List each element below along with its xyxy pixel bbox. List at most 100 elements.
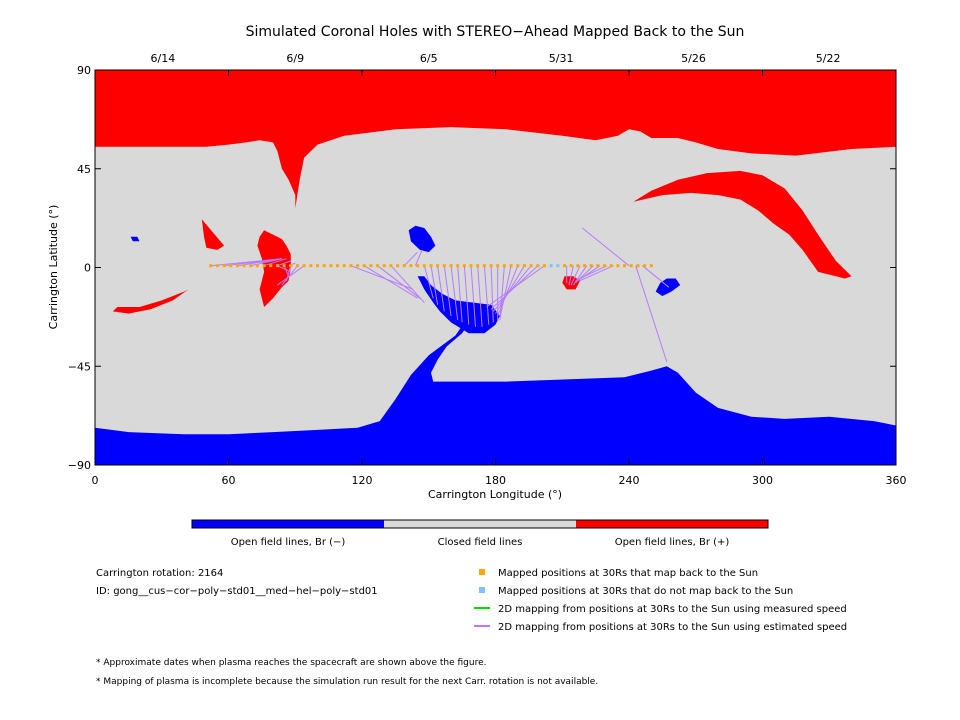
x-tick-label: 120	[352, 474, 373, 487]
x-tick-label: 240	[619, 474, 640, 487]
legend-mapped-marker	[479, 569, 485, 575]
mapped-position-marker	[402, 264, 406, 268]
mapping-line	[575, 265, 608, 282]
mapped-position-marker	[369, 264, 373, 268]
x-tick-label: 300	[752, 474, 773, 487]
mapping-line	[457, 265, 463, 323]
mapped-position-marker	[603, 264, 606, 268]
mapped-position-marker	[589, 264, 593, 268]
mapping-line	[579, 265, 614, 282]
region-negative-blob-center	[408, 225, 436, 253]
mapped-positions	[209, 264, 653, 268]
mapped-position-marker	[249, 264, 253, 268]
mapped-position-marker	[229, 264, 233, 268]
mapping-line	[495, 265, 525, 314]
mapped-position-marker	[389, 264, 393, 268]
legend-mapped-label: Mapped positions at 30Rs that map back t…	[498, 568, 758, 579]
mapped-position-marker	[282, 264, 286, 268]
mapped-position-marker	[469, 264, 473, 268]
mapping-line	[277, 260, 291, 267]
mapped-position-marker	[436, 264, 440, 268]
mapped-position-marker	[275, 264, 279, 268]
colorbar-negative	[192, 520, 384, 528]
mapping-line	[403, 251, 418, 267]
mapped-position-marker	[449, 264, 453, 268]
colorbar-frame	[191, 519, 769, 529]
colorbar-label-positive: Open field lines, Br (+)	[615, 537, 730, 548]
mapped-position-marker	[242, 264, 246, 268]
x-tick-label: 60	[222, 474, 236, 487]
mapped-position-marker	[215, 264, 219, 268]
mapping-lines	[210, 227, 670, 363]
region-positive-blob-mid	[257, 230, 291, 307]
top-date-label: 6/5	[420, 52, 438, 65]
legend-estimated-label: 2D mapping from positions at 30Rs to the…	[498, 622, 847, 633]
mapped-position-marker	[609, 264, 613, 268]
region-north-polar-positive	[95, 70, 896, 209]
mapped-position-marker	[616, 264, 620, 268]
y-tick-label: −90	[68, 459, 91, 472]
mapped-position-marker	[255, 264, 259, 268]
mapped-position-marker	[623, 264, 626, 268]
top-date-label: 6/14	[151, 52, 176, 65]
mapped-position-marker	[429, 264, 433, 268]
mapped-position-marker	[316, 264, 319, 268]
mapped-position-marker	[422, 264, 426, 268]
mapping-line	[443, 265, 452, 316]
mapping-line	[281, 265, 298, 286]
legend-measured-label: 2D mapping from positions at 30Rs to the…	[498, 604, 847, 615]
mapped-position-marker	[502, 264, 506, 268]
mapping-line	[477, 265, 483, 327]
mapped-position-marker	[262, 264, 266, 268]
unmapped-position-marker	[556, 264, 560, 268]
mapped-position-marker	[302, 264, 306, 268]
mapped-position-marker	[456, 264, 460, 268]
mapped-position-marker	[476, 264, 480, 268]
x-tick-label: 0	[92, 474, 99, 487]
mapping-line	[430, 265, 439, 305]
y-tick-label: 45	[77, 163, 91, 176]
y-axis-ticks: 90 45 0 −45 −90	[68, 64, 896, 472]
mapped-position-marker	[356, 264, 360, 268]
mapping-line	[377, 265, 421, 299]
mapped-position-marker	[569, 264, 573, 268]
region-negative-blob-right	[655, 278, 681, 296]
mapped-position-marker	[462, 264, 466, 268]
note-dates: * Approximate dates when plasma reaches …	[96, 658, 487, 668]
mapped-position-marker	[362, 264, 366, 268]
top-date-label: 5/26	[681, 52, 706, 65]
x-tick-label: 360	[886, 474, 907, 487]
mapped-position-marker	[536, 264, 540, 268]
top-date-label: 5/22	[816, 52, 841, 65]
mapping-line	[437, 265, 445, 312]
mapped-position-marker	[649, 264, 653, 268]
mapped-position-marker	[416, 264, 420, 268]
x-axis-ticks: 0 60 120 180 240 300 360	[92, 70, 907, 487]
mapping-line	[390, 265, 425, 303]
y-tick-label: −45	[68, 360, 91, 373]
mapping-line	[483, 265, 490, 325]
mapping-line	[486, 265, 545, 308]
mapped-position-marker	[269, 264, 273, 268]
mapped-position-marker	[583, 264, 586, 268]
chart-title: Simulated Coronal Holes with STEREO−Ahea…	[246, 24, 745, 40]
region-negative-blob-left	[130, 236, 140, 242]
mapped-position-marker	[235, 264, 239, 268]
model-id: ID: gong__cus−cor−poly−std01__med−hel−po…	[96, 586, 378, 597]
note-incomplete: * Mapping of plasma is incomplete becaus…	[96, 677, 598, 687]
mapped-position-marker	[629, 264, 633, 268]
legend-unmapped-marker	[479, 587, 485, 593]
y-tick-label: 0	[84, 262, 91, 275]
mapped-position-marker	[509, 264, 513, 268]
mapped-position-marker	[576, 264, 580, 268]
carrington-rotation: Carrington rotation: 2164	[96, 568, 223, 579]
region-positive-tongue-right	[633, 170, 852, 279]
mapping-line	[581, 227, 630, 267]
y-tick-label: 90	[77, 64, 91, 77]
mapped-position-marker	[409, 264, 413, 268]
mapped-position-marker	[543, 264, 546, 268]
mapping-line	[642, 265, 670, 288]
unmapped-position-marker	[549, 264, 553, 268]
legend: Mapped positions at 30Rs that map back t…	[474, 568, 847, 633]
y-axis-label: Carrington Latitude (°)	[47, 205, 60, 330]
